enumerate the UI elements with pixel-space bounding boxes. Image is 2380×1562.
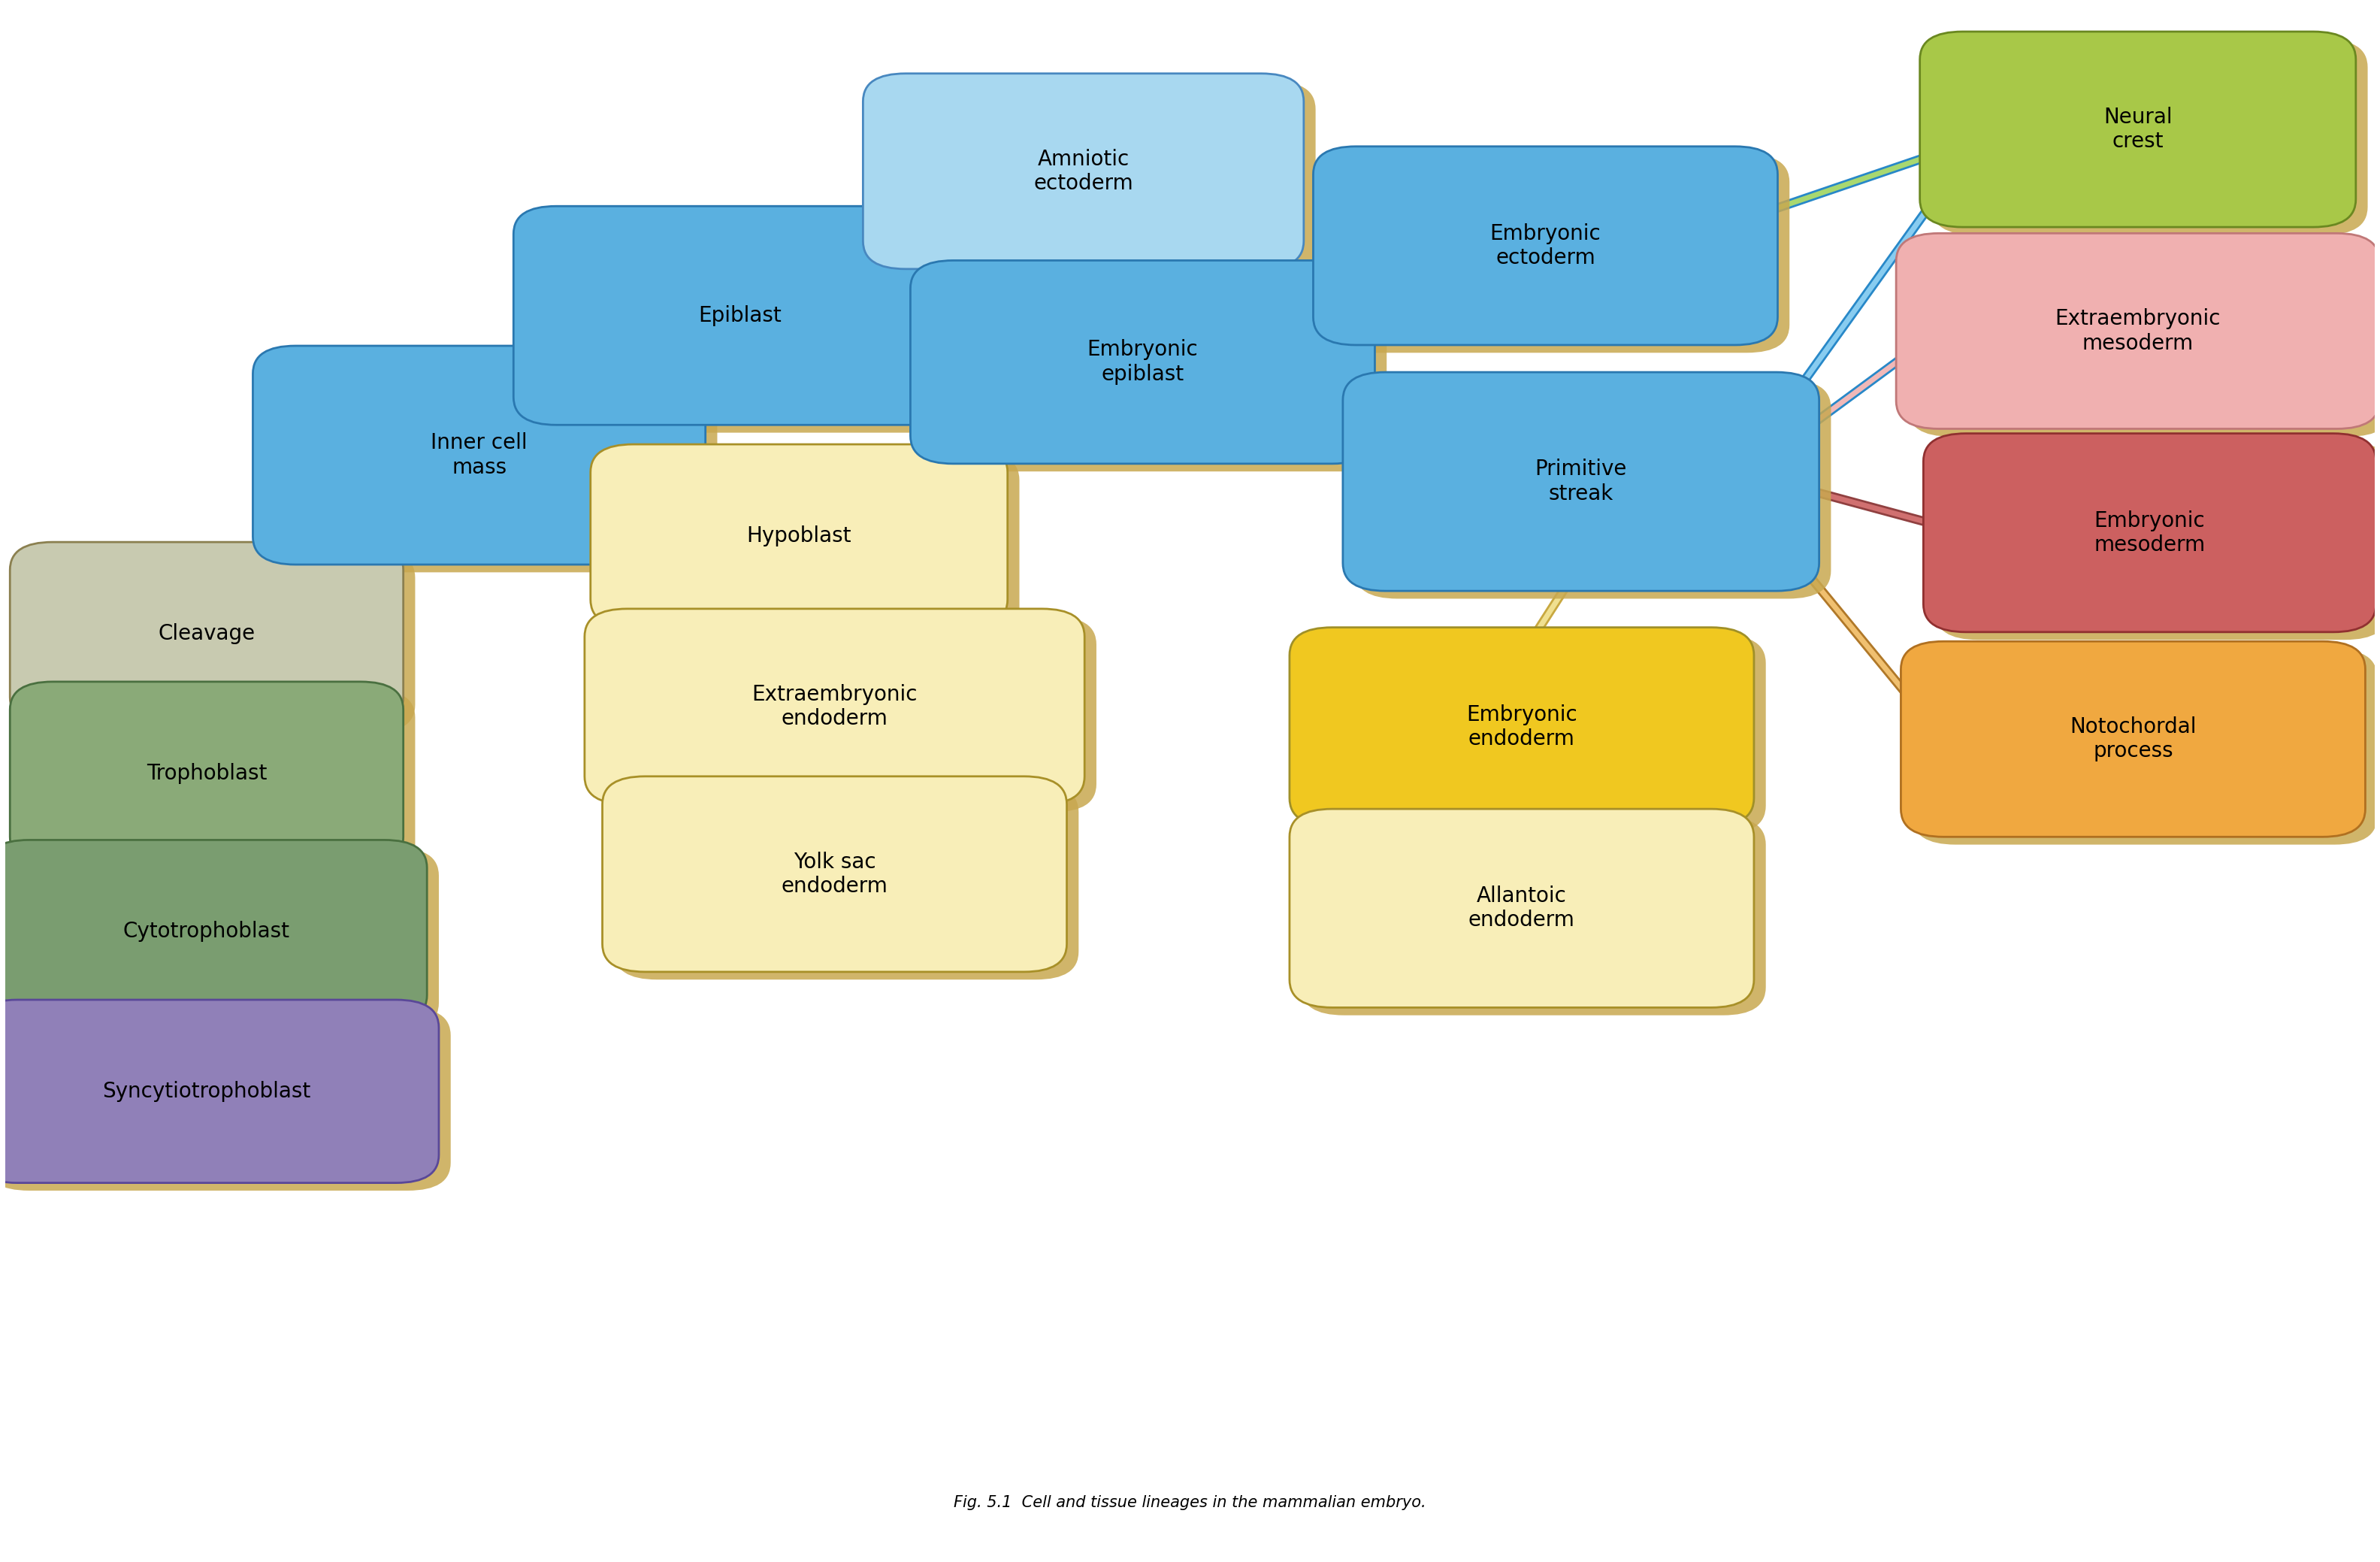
Text: Yolk sac
endoderm: Yolk sac endoderm: [781, 851, 888, 897]
Text: Allantoic
endoderm: Allantoic endoderm: [1468, 886, 1576, 931]
Text: Cytotrophoblast: Cytotrophoblast: [124, 922, 290, 942]
Text: Embryonic
epiblast: Embryonic epiblast: [1088, 339, 1197, 384]
FancyBboxPatch shape: [590, 444, 1007, 628]
FancyBboxPatch shape: [597, 617, 1097, 812]
FancyBboxPatch shape: [1354, 380, 1830, 598]
Text: Syncytiotrophoblast: Syncytiotrophoblast: [102, 1081, 312, 1101]
FancyBboxPatch shape: [10, 542, 402, 725]
FancyBboxPatch shape: [921, 269, 1388, 472]
FancyBboxPatch shape: [1290, 809, 1754, 1007]
Text: Amniotic
ectoderm: Amniotic ectoderm: [1033, 148, 1133, 194]
FancyBboxPatch shape: [1314, 147, 1778, 345]
FancyBboxPatch shape: [602, 451, 1019, 636]
FancyBboxPatch shape: [21, 689, 414, 873]
Text: Notochordal
process: Notochordal process: [2071, 717, 2197, 762]
FancyBboxPatch shape: [1290, 628, 1754, 826]
Text: Primitive
streak: Primitive streak: [1535, 459, 1628, 505]
Text: Cleavage: Cleavage: [157, 623, 255, 644]
FancyBboxPatch shape: [1933, 39, 2368, 234]
FancyBboxPatch shape: [1921, 31, 2356, 226]
FancyBboxPatch shape: [0, 848, 438, 1031]
FancyBboxPatch shape: [526, 214, 978, 433]
FancyBboxPatch shape: [1914, 650, 2378, 845]
FancyBboxPatch shape: [252, 345, 704, 564]
FancyBboxPatch shape: [1909, 241, 2380, 436]
FancyBboxPatch shape: [1923, 433, 2375, 633]
Text: Neural
crest: Neural crest: [2104, 106, 2173, 152]
FancyBboxPatch shape: [21, 550, 414, 733]
FancyBboxPatch shape: [1897, 233, 2380, 430]
Text: Embryonic
mesoderm: Embryonic mesoderm: [2094, 511, 2206, 556]
FancyBboxPatch shape: [1902, 642, 2366, 837]
FancyBboxPatch shape: [1302, 817, 1766, 1015]
FancyBboxPatch shape: [264, 353, 716, 572]
FancyBboxPatch shape: [0, 1007, 450, 1190]
FancyBboxPatch shape: [514, 206, 966, 425]
FancyBboxPatch shape: [602, 776, 1066, 972]
Text: Extraembryonic
mesoderm: Extraembryonic mesoderm: [2054, 308, 2221, 353]
FancyBboxPatch shape: [1326, 155, 1790, 353]
Text: Embryonic
endoderm: Embryonic endoderm: [1466, 704, 1578, 750]
FancyBboxPatch shape: [10, 681, 402, 865]
FancyBboxPatch shape: [585, 609, 1085, 804]
FancyBboxPatch shape: [0, 840, 426, 1023]
Text: Inner cell
mass: Inner cell mass: [431, 433, 528, 478]
FancyBboxPatch shape: [0, 1000, 438, 1182]
Text: Extraembryonic
endoderm: Extraembryonic endoderm: [752, 684, 916, 729]
FancyBboxPatch shape: [1935, 440, 2380, 640]
FancyBboxPatch shape: [864, 73, 1304, 269]
Text: Trophoblast: Trophoblast: [148, 762, 267, 784]
Text: Embryonic
ectoderm: Embryonic ectoderm: [1490, 223, 1602, 269]
Text: Fig. 5.1  Cell and tissue lineages in the mammalian embryo.: Fig. 5.1 Cell and tissue lineages in the…: [954, 1495, 1426, 1510]
FancyBboxPatch shape: [876, 81, 1316, 276]
FancyBboxPatch shape: [1342, 372, 1818, 590]
FancyBboxPatch shape: [614, 784, 1078, 979]
Text: Hypoblast: Hypoblast: [747, 525, 852, 547]
FancyBboxPatch shape: [912, 261, 1376, 464]
FancyBboxPatch shape: [1302, 636, 1766, 834]
Text: Epiblast: Epiblast: [697, 305, 781, 326]
